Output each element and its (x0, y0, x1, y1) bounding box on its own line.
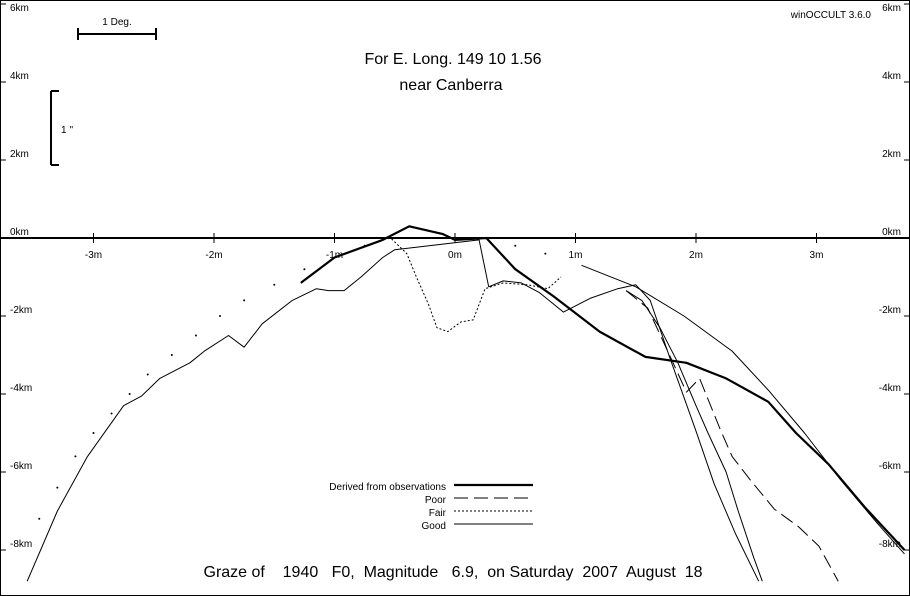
limb-dot (74, 455, 77, 458)
limb-dot (544, 252, 547, 255)
y-tick-label-right: 2km (882, 149, 901, 160)
y-tick-label-right: 6km (882, 3, 901, 14)
y-tick-label-left: -6km (10, 461, 32, 472)
series-line-thin-5 (581, 264, 905, 555)
legend-label-poor: Poor (425, 495, 447, 506)
limb-dot (243, 299, 246, 302)
limb-dot (128, 393, 131, 395)
x-tick-label: 3m (810, 250, 824, 261)
chart-title-line1: For E. Long. 149 10 1.56 (364, 51, 541, 68)
series-line-thin-4 (625, 290, 763, 582)
degree-scale-label: 1 Deg. (102, 17, 131, 28)
limb-dot (146, 373, 149, 376)
version-label: winOCCULT 3.6.0 (790, 10, 872, 21)
limb-dot (92, 432, 95, 434)
y-tick-label-left: -2km (10, 305, 32, 316)
limb-dot (393, 237, 396, 239)
limb-dot (38, 517, 41, 520)
limb-dot (423, 237, 426, 239)
y-tick-label-left: -8km (10, 539, 32, 550)
series-lines (26, 225, 906, 582)
y-tick-label-left: -4km (10, 383, 32, 394)
x-tick-label: -3m (85, 250, 102, 261)
y-tick-label-left: 2km (10, 149, 29, 160)
y-tick-label-right: -2km (879, 305, 901, 316)
y-tick-label-left: 6km (10, 3, 29, 14)
limb-dot (333, 256, 336, 259)
degree-scale-bar: 1 Deg. (77, 17, 157, 40)
x-tick-label: 1m (569, 250, 583, 261)
graze-caption: Graze of 1940 F0, Magnitude 6.9, on Satu… (204, 564, 703, 581)
limb-dots-series (38, 237, 547, 520)
limb-dot (454, 237, 456, 239)
y-tick-label-left: 4km (10, 71, 29, 82)
x-tick-label: 0m (448, 250, 462, 261)
axes: -3m -2m -1m 0m 1m 2m 3m 6km 6km 4km 4km 2km 2km 0km 0k… (1, 3, 909, 551)
limb-dot (194, 334, 197, 337)
limb-dot (303, 268, 306, 271)
y-tick-label-right: -4km (879, 383, 901, 394)
limb-dot (110, 412, 113, 415)
y-tick-label-right: 0km (882, 227, 901, 238)
limb-dot (273, 283, 276, 286)
series-line-thin-3 (26, 239, 760, 582)
limb-dot (56, 486, 59, 489)
y-tick-label-right: -8km (879, 539, 901, 550)
limb-dot (514, 244, 517, 247)
arcsec-scale-label: 1 '' (61, 125, 73, 136)
arcsec-scale-bar: 1 '' (50, 90, 73, 166)
y-tick-label-right: -6km (879, 461, 901, 472)
limb-dot (484, 237, 487, 239)
series-line-thick-0 (300, 225, 906, 551)
legend: Derived from observations Poor Fair Good (329, 482, 533, 532)
x-tick-label: -2m (205, 250, 222, 261)
legend-label-good: Good (422, 521, 446, 532)
legend-label-derived: Derived from observations (329, 482, 446, 493)
series-line-dot-2 (388, 235, 562, 333)
chart-title-line2: near Canberra (399, 77, 502, 94)
limb-dot (219, 315, 222, 317)
y-tick-label-left: 0km (10, 227, 29, 238)
y-tick-label-right: 4km (882, 71, 901, 82)
legend-label-fair: Fair (429, 508, 447, 519)
limb-dot (170, 354, 173, 356)
limb-dot (363, 244, 366, 247)
x-tick-label: -1m (326, 250, 343, 261)
x-tick-label: 2m (689, 250, 703, 261)
